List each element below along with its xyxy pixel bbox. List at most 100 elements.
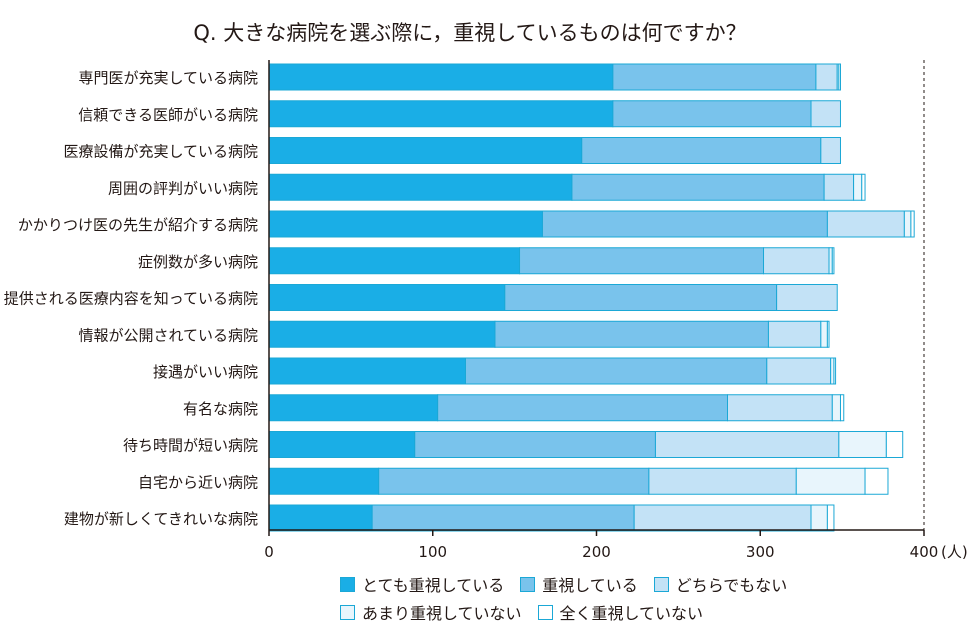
bar-segment <box>268 137 583 164</box>
bar-segment <box>839 394 845 422</box>
bar-segment <box>831 394 841 422</box>
legend-swatch <box>340 604 355 620</box>
bar-segment <box>767 320 822 348</box>
bar-segment <box>810 100 841 128</box>
bar-segment <box>519 247 765 275</box>
x-tick-label: 300 <box>746 543 775 561</box>
bar-segment <box>763 247 830 275</box>
bar-segment <box>903 210 912 238</box>
bar-segment <box>494 320 769 348</box>
category-label: 建物が新しくてきれいな病院 <box>64 510 258 528</box>
bar-segment <box>371 504 635 532</box>
category-label: 専門医が充実している病院 <box>78 69 258 87</box>
category-label: 信頼できる医師がいる病院 <box>78 106 258 124</box>
legend-label: とても重視している <box>362 576 505 595</box>
legend-swatch <box>537 604 553 620</box>
legend-label: 重視している <box>542 576 638 595</box>
bar-segment <box>612 100 812 128</box>
bar-segment <box>828 247 833 275</box>
category-label: 接遇がいい病院 <box>153 363 258 381</box>
bar-segment <box>823 173 855 201</box>
bar-segment <box>833 357 837 385</box>
x-tick-label: 0 <box>264 543 274 561</box>
legend-item-important: 重視している <box>520 572 638 596</box>
bar-segment <box>820 137 841 164</box>
category-label: 有名な病院 <box>183 400 258 418</box>
bar-segment <box>815 63 838 91</box>
legend-row-2: あまり重視していない 全く重視していない <box>340 598 900 626</box>
bar-segment <box>826 320 830 348</box>
category-label: 自宅から近い病院 <box>138 473 258 491</box>
legend-item-not-important-at-all: 全く重視していない <box>537 600 704 624</box>
bar-segment <box>465 357 768 385</box>
legend-label: 全く重視していない <box>559 604 704 623</box>
bar-segment <box>861 173 866 201</box>
bar-segment <box>571 173 825 201</box>
legend: とても重視している 重視している どちらでもない あまり重視していない 全く重視… <box>340 570 900 626</box>
bar-segment <box>648 467 797 495</box>
bar-segment <box>830 357 835 385</box>
bar-segment <box>268 173 573 201</box>
bar-segment <box>268 100 614 128</box>
bar-segment <box>437 394 728 422</box>
bar-segment <box>268 467 380 495</box>
x-tick-label: 100 <box>418 543 447 561</box>
category-labels: 専門医が充実している病院信頼できる医師がいる病院医療設備が充実している病院周囲の… <box>4 69 258 528</box>
bar-segment <box>838 431 887 458</box>
legend-swatch <box>520 576 536 592</box>
x-axis: 0 100 200 300 400 (人) <box>264 60 968 561</box>
bar-segment <box>810 504 828 532</box>
x-unit-label: (人) <box>941 543 968 561</box>
x-tick-label: 200 <box>582 543 611 561</box>
bar-segment <box>268 210 543 238</box>
bar-segment <box>541 210 828 238</box>
bar-segment <box>268 394 439 422</box>
bar-segment <box>504 284 778 311</box>
bar-segment <box>826 210 905 238</box>
bar-segment <box>820 320 828 348</box>
bar-segment <box>268 357 466 385</box>
legend-swatch <box>340 576 355 592</box>
category-label: かかりつけ医の先生が紹介する病院 <box>18 216 258 234</box>
legend-row-1: とても重視している 重視している どちらでもない <box>340 570 900 598</box>
category-label: 待ち時間が短い病院 <box>123 437 258 455</box>
x-tick-label: 400 <box>910 543 939 561</box>
bar-segment <box>826 504 835 532</box>
chart-title: Q. 大きな病院を選ぶ際に，重視しているものは何ですか？ <box>193 21 746 45</box>
bar-segment <box>633 504 812 532</box>
legend-label: あまり重視していない <box>362 604 522 623</box>
bar-segment <box>831 247 835 275</box>
bar-segment <box>268 431 416 458</box>
legend-item-very-important: とても重視している <box>340 572 504 596</box>
category-label: 医療設備が充実している病院 <box>63 143 258 161</box>
bar-segment <box>268 247 521 275</box>
bar-segment <box>885 431 904 458</box>
bar-segment <box>268 284 506 311</box>
bar-segment <box>776 284 838 311</box>
legend-item-not-very-important: あまり重視していない <box>340 600 522 624</box>
bar-segment <box>268 320 496 348</box>
bar-segment <box>581 137 822 164</box>
bar-segment <box>910 210 915 238</box>
bar-segment <box>853 173 863 201</box>
category-label: 周囲の評判がいい病院 <box>108 179 258 197</box>
bar-segment <box>414 431 656 458</box>
category-label: 症例数が多い病院 <box>138 253 258 271</box>
bar-segment <box>727 394 833 422</box>
bar-segment <box>378 467 650 495</box>
bar-segment <box>612 63 817 91</box>
legend-label: どちらでもない <box>675 576 788 595</box>
bar-segment <box>864 467 889 495</box>
bar-segment <box>654 431 840 458</box>
bar-segment <box>838 63 841 91</box>
bar-segment <box>795 467 866 495</box>
bar-segment <box>268 63 614 91</box>
bars-group <box>268 63 915 532</box>
category-label: 情報が公開されている病院 <box>78 326 258 344</box>
bar-segment <box>766 357 832 385</box>
bar-segment <box>268 504 373 532</box>
category-label: 提供される医療内容を知っている病院 <box>4 290 258 308</box>
legend-swatch <box>653 576 669 592</box>
legend-item-neutral: どちらでもない <box>653 572 788 596</box>
